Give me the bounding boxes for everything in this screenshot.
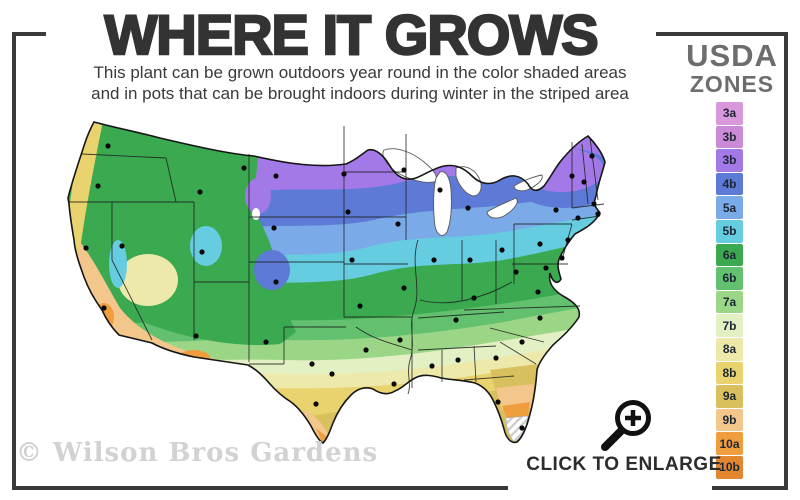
magnifier-plus-icon [601, 400, 651, 451]
city-dot [273, 173, 279, 179]
legend-title-zones: ZONES [689, 71, 775, 97]
usda-zones-legend-title: USDA ZONES [672, 38, 792, 97]
city-dot [119, 243, 125, 249]
city-dot [437, 187, 443, 193]
frame-bottom-right [712, 486, 788, 490]
city-dot [397, 337, 403, 343]
city-dot [591, 201, 597, 207]
city-dot [241, 165, 247, 171]
click-to-enlarge-button[interactable]: CLICK TO ENLARGE [524, 398, 724, 476]
legend-zone-chip: 9b [716, 408, 743, 432]
city-dot [199, 249, 205, 255]
city-dot [271, 225, 277, 231]
legend-zone-chip: 8b [716, 361, 743, 385]
city-dot [401, 167, 407, 173]
city-dot [401, 285, 407, 291]
city-dot [559, 255, 565, 261]
city-dots [83, 143, 601, 431]
city-dot [193, 333, 199, 339]
city-dot [83, 245, 89, 251]
legend-zone-chip: 10a [716, 432, 743, 455]
legend-zone-chip: 7b [716, 314, 743, 337]
city-dot [495, 399, 501, 405]
legend-zone-chip: 10b [716, 455, 743, 479]
legend-zone-chip: 3a [716, 102, 743, 125]
city-dot [329, 371, 335, 377]
frame-right [784, 32, 788, 490]
frame-top-left [12, 32, 46, 36]
city-dot [467, 257, 473, 263]
city-dot [499, 247, 505, 253]
usda-zone-map[interactable] [44, 112, 660, 464]
legend-zone-chip: 9a [716, 385, 743, 408]
city-dot [395, 221, 401, 227]
subtitle-line-1: This plant can be grown outdoors year ro… [93, 63, 627, 82]
city-dot [537, 315, 543, 321]
us-outline [67, 121, 606, 444]
city-dot [471, 295, 477, 301]
subtitle-line-2: and in pots that can be brought indoors … [91, 84, 629, 103]
city-dot [197, 189, 203, 195]
legend-zone-chip: 4b [716, 172, 743, 196]
city-dot [543, 265, 549, 271]
click-to-enlarge-label: CLICK TO ENLARGE [526, 454, 722, 475]
city-dot [513, 269, 519, 275]
city-dot [519, 339, 525, 345]
city-dot [309, 361, 315, 367]
legend-zone-chip: 5b [716, 219, 743, 243]
page-title: WHERE IT GROWS [103, 2, 599, 67]
city-dot [101, 305, 107, 311]
legend-zone-chip: 8a [716, 337, 743, 361]
city-dot [345, 209, 351, 215]
city-dot [493, 355, 499, 361]
city-dot [273, 279, 279, 285]
city-dot [313, 401, 319, 407]
city-dot [589, 153, 595, 159]
zone-color-scale: 3a 3b 3b 4b 5a 5b 6a 6b 7a 7b 8a 8b 9a 9b 10a 10b [716, 102, 743, 480]
legend-zone-chip: 3b [716, 149, 743, 172]
city-dot [357, 303, 363, 309]
subtitle: This plant can be grown outdoors year ro… [60, 62, 660, 104]
frame-bottom-left [12, 486, 508, 490]
legend-zone-chip: 5a [716, 196, 743, 219]
city-dot [95, 183, 101, 189]
watermark: © Wilson Bros Gardens [16, 438, 379, 468]
frame-left [12, 32, 16, 490]
legend-zone-chip: 6b [716, 267, 743, 290]
city-dot [431, 257, 437, 263]
city-dot [575, 215, 581, 221]
city-dot [581, 179, 587, 185]
legend-zone-chip: 6a [716, 243, 743, 267]
city-dot [537, 241, 543, 247]
frame-top-right [656, 32, 788, 36]
legend-zone-chip: 7a [716, 290, 743, 314]
city-dot [595, 211, 601, 217]
city-dot [535, 289, 541, 295]
city-dot [363, 347, 369, 353]
legend-title-usda: USDA [686, 38, 778, 73]
city-dot [565, 237, 571, 243]
city-dot [569, 173, 575, 179]
city-dot [453, 317, 459, 323]
city-dot [349, 257, 355, 263]
city-dot [519, 425, 525, 431]
city-dot [455, 357, 461, 363]
city-dot [341, 171, 347, 177]
city-dot [429, 363, 435, 369]
city-dot [263, 339, 269, 345]
city-dot [465, 205, 471, 211]
legend-zone-chip: 3b [716, 125, 743, 149]
city-dot [391, 381, 397, 387]
city-dot [553, 207, 559, 213]
city-dot [105, 143, 111, 149]
